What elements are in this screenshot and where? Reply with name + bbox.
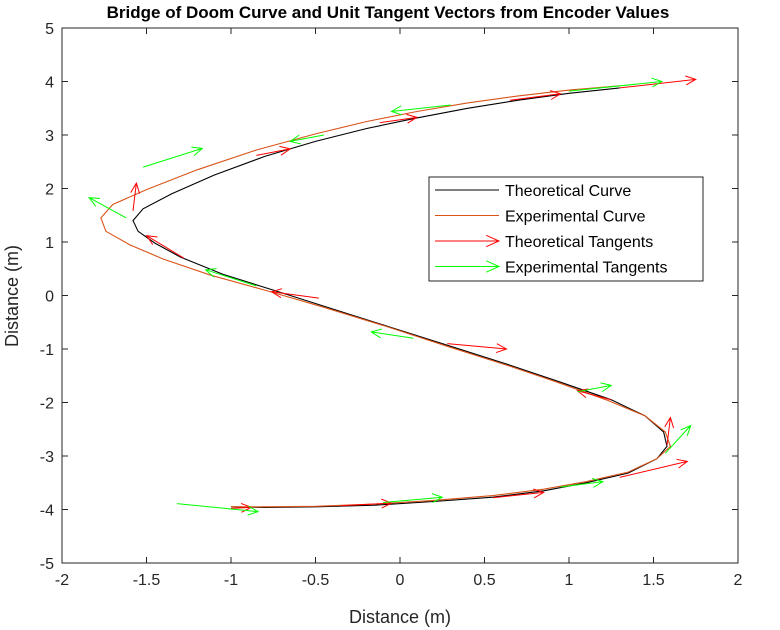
x-tick-label: -0.5 — [302, 572, 330, 589]
x-tick-label: -1.5 — [133, 572, 161, 589]
tangent-arrow-3-8 — [664, 424, 692, 454]
y-tick-label: 0 — [45, 289, 54, 306]
tangent-arrow-3-0 — [568, 77, 664, 92]
x-tick-label: 0 — [396, 572, 405, 589]
y-tick-label: -3 — [40, 449, 54, 466]
legend-label: Theoretical Curve — [505, 183, 631, 200]
legend-label: Experimental Tangents — [505, 260, 667, 277]
y-tick-label: 5 — [45, 21, 54, 38]
series-layer — [87, 75, 697, 516]
x-tick-label: 2 — [734, 572, 743, 589]
y-tick-label: 4 — [45, 75, 54, 92]
series-line-0 — [132, 87, 668, 508]
legend-label: Theoretical Tangents — [505, 234, 653, 251]
tangent-arrow-3-1 — [390, 104, 451, 116]
series-line-1 — [100, 85, 672, 508]
tangent-arrow-2-3 — [256, 145, 292, 156]
y-axis-label: Distance (m) — [2, 245, 22, 347]
tangent-arrow-2-4 — [130, 181, 141, 212]
tangent-arrow-2-11 — [492, 488, 545, 499]
tangent-arrow-2-7 — [447, 343, 508, 354]
x-tick-label: -1 — [224, 572, 238, 589]
tangent-arrow-3-9 — [560, 478, 605, 488]
tangent-arrow-2-10 — [619, 458, 689, 478]
x-tick-label: 1 — [565, 572, 574, 589]
legend-label: Experimental Curve — [505, 209, 646, 226]
y-tick-label: 1 — [45, 235, 54, 252]
tangent-arrow-2-2 — [379, 113, 419, 124]
tangent-arrow-3-6 — [370, 328, 414, 339]
tangent-arrow-2-1 — [509, 90, 562, 101]
y-tick-label: -2 — [40, 396, 54, 413]
chart-title: Bridge of Doom Curve and Unit Tangent Ve… — [107, 3, 670, 22]
tangent-arrow-3-10 — [383, 493, 444, 504]
tangent-arrow-3-4 — [87, 197, 127, 219]
x-tick-label: -2 — [55, 572, 69, 589]
tangent-arrow-3-11 — [176, 503, 260, 516]
tangent-arrow-2-6 — [270, 288, 319, 299]
tangent-arrow-3-7 — [577, 382, 613, 393]
tangent-arrow-3-2 — [288, 134, 325, 145]
legend-swatch-arrow — [435, 260, 501, 273]
x-axis-label: Distance (m) — [349, 607, 451, 627]
legend-swatch-arrow — [435, 234, 501, 248]
axes-layer: -2 -1.5 -1 -0.5 0 0.5 1 1.5 2 -5 -4 -3 -2 -1 0 1 2 3 4 5 — [40, 21, 743, 589]
tangent-arrow-3-3 — [142, 146, 204, 168]
tangent-arrow-2-8 — [576, 388, 612, 401]
tangent-arrow-2-12 — [340, 498, 393, 509]
y-tick-label: -4 — [40, 503, 54, 520]
legend: Theoretical Curve Experimental Curve Theor… — [428, 176, 704, 282]
plot-area — [62, 28, 738, 563]
legend-box — [428, 176, 704, 282]
y-tick-label: -5 — [40, 556, 54, 573]
tangent-arrow-2-5 — [145, 234, 184, 259]
x-tick-label: 1.5 — [642, 572, 664, 589]
y-tick-label: -1 — [40, 342, 54, 359]
tangent-arrow-3-5 — [204, 268, 257, 287]
y-tick-label: 3 — [45, 128, 54, 145]
y-tick-label: 2 — [45, 182, 54, 199]
tangent-arrow-2-9 — [664, 416, 675, 446]
x-tick-label: 0.5 — [473, 572, 495, 589]
